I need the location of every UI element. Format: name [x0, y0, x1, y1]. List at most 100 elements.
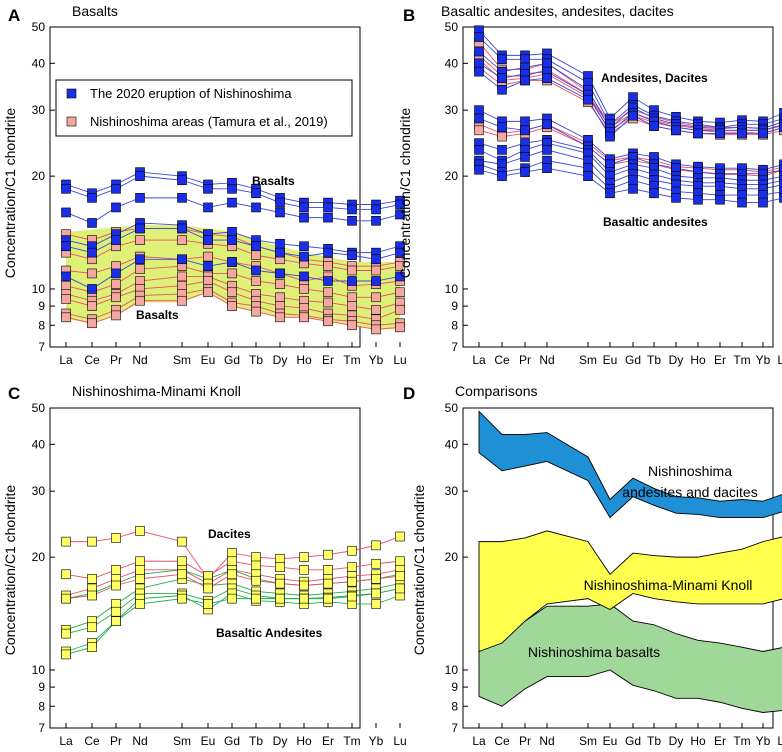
panel-d-label-andesites-line1: Nishinoshima	[648, 463, 732, 479]
panel-c-red-point-1-la	[61, 536, 71, 547]
ytick-label: 9	[451, 299, 458, 313]
xtick-label-la: La	[59, 734, 73, 748]
panel-b-2020-point-7-lu	[779, 164, 782, 175]
panel-c-red-point-4-sm	[177, 569, 187, 580]
panel-b-2020-point-12-nd	[542, 163, 552, 173]
panel-c-green-point-5-tb	[251, 593, 261, 604]
ytick-label: 8	[451, 699, 458, 713]
panel-a-tamura-point-8-ho	[299, 312, 309, 323]
ytick-label: 8	[38, 318, 45, 332]
xtick-label-tb: Tb	[647, 734, 661, 748]
xtick-label-sm: Sm	[173, 734, 191, 748]
xtick-label-la: La	[472, 353, 486, 367]
xtick-label-sm: Sm	[579, 353, 597, 367]
ytick-label: 10	[445, 663, 459, 677]
panel-a-2020-point-5-yb	[371, 254, 381, 265]
panel-a-2020-point-5-lu	[395, 247, 405, 258]
xtick-label-yb: Yb	[369, 353, 384, 367]
xtick-label-pr: Pr	[519, 734, 531, 748]
panel-a-2020-point-6-tb	[251, 265, 261, 276]
panel-c-red-point-2-yb	[371, 558, 381, 569]
panel-b-2020-point-5-nd	[542, 73, 552, 84]
panel-c-red-point-4-eu	[203, 583, 213, 594]
xtick-label-ho: Ho	[296, 353, 312, 367]
panel-a-tamura-point-4-ho	[299, 284, 309, 294]
legend-label-tamura: Nishinoshima areas (Tamura et al., 2019)	[90, 114, 328, 129]
panel-a-tamura-point-5-er	[323, 297, 333, 308]
ytick-label: 9	[38, 680, 45, 694]
panel-c-green-point-3-la	[61, 628, 71, 639]
panel-a-tamura-point-2-er	[323, 261, 333, 272]
panel-d-label-minami-knoll: Nishinoshima-Minami Knoll	[584, 577, 753, 593]
panel-d: D Comparisons Concentration/C1 chondrite…	[403, 383, 782, 748]
panel-b-2020-point-12-tb	[649, 188, 659, 199]
panel-a-tamura-point-3-ce	[87, 268, 97, 279]
panel-a-tamura-point-8-nd	[135, 295, 145, 306]
ytick-label: 9	[38, 299, 45, 313]
panel-a-2020-point-2-dy	[275, 197, 285, 208]
panel-b-2020-point-12-gd	[628, 184, 638, 194]
panel-c-red-point-1-dy	[275, 553, 285, 564]
panel-b-ylabel: Concentration/C1 chondrite	[397, 108, 413, 279]
ytick-label: 20	[445, 550, 459, 564]
panel-b-2020-point-12-yb	[758, 197, 768, 208]
xtick-label-nd: Nd	[132, 353, 147, 367]
panel-b-2020-point-9-la	[474, 145, 484, 155]
panel-a-tamura-point-8-er	[323, 316, 333, 327]
panel-c-green-point-5-gd	[227, 593, 237, 604]
panel-c-red-point-1-gd	[227, 548, 237, 558]
panel-a-2020-point-3-yb	[371, 216, 381, 226]
panel-b-2020-point-10-nd	[542, 145, 552, 155]
panel-a-2020-point-2-ho	[299, 202, 309, 213]
panel-b-2020-point-5-dy	[671, 125, 681, 136]
panel-a-tamura-point-6-ce	[87, 301, 97, 311]
panel-b-2020-point-5-tb	[649, 121, 659, 131]
panel-b-2020-point-4-ce	[497, 73, 507, 84]
panel-b-2020-point-12-er	[715, 194, 725, 205]
ytick-label: 40	[445, 56, 459, 70]
panel-c-green-point-5-la	[61, 649, 71, 660]
panel-c-green-point-5-tm	[347, 591, 357, 602]
ytick-label: 30	[32, 484, 46, 498]
panel-c-green-point-5-sm	[177, 593, 187, 604]
panel-a-tamura-point-2-lu	[395, 261, 405, 272]
panel-a-tamura-point-4-pr	[111, 279, 121, 289]
panel-b-2020-point-12-dy	[671, 193, 681, 203]
panel-b-2020-point-12-pr	[520, 167, 530, 177]
xtick-label-ho: Ho	[690, 734, 706, 748]
panel-b-2020-point-12-ce	[497, 171, 507, 181]
legend-label-2020: The 2020 eruption of Nishinoshima	[90, 86, 292, 101]
panel-a-2020-point-2-sm	[177, 175, 187, 186]
xtick-label-eu: Eu	[201, 734, 216, 748]
panel-a-2020-point-6-lu	[395, 271, 405, 282]
xtick-label-dy: Dy	[273, 734, 288, 748]
panel-a-2020-point-4-dy	[275, 238, 285, 249]
panel-a-tamura-point-8-sm	[177, 295, 187, 306]
panel-a-2020-point-3-tm	[347, 216, 357, 226]
panel-a-2020-point-6-pr	[111, 268, 121, 279]
panel-c-red-point-4-tm	[347, 576, 357, 587]
panel-a-2020-point-2-er	[323, 202, 333, 213]
xtick-label-lu: Lu	[777, 353, 782, 367]
panel-d-label-basalts: Nishinoshima basalts	[528, 644, 660, 660]
xtick-label-tm: Tm	[343, 734, 360, 748]
panel-letter-c: C	[8, 384, 20, 403]
panel-a-tamura-point-8-pr	[111, 310, 121, 321]
panel-a-2020-point-5-nd	[135, 223, 145, 234]
xtick-label-tm: Tm	[343, 353, 360, 367]
xtick-label-la: La	[472, 734, 486, 748]
panel-a-tamura-point-4-tm	[347, 292, 357, 303]
panel-b-2020-point-10-lu	[779, 179, 782, 190]
ytick-label: 50	[32, 401, 46, 415]
panel-c-red-point-2-er	[323, 565, 333, 575]
xtick-label-tm: Tm	[733, 734, 750, 748]
panel-a-2020-point-3-gd	[227, 197, 237, 208]
panel-a-2020-point-5-dy	[275, 247, 285, 258]
panel-b-2020-point-5-tm	[737, 128, 747, 139]
panel-b-2020-point-5-yb	[758, 128, 768, 139]
xtick-label-ce: Ce	[84, 734, 100, 748]
panel-d-field-andesites	[478, 410, 782, 519]
panel-c-red-point-4-yb	[371, 574, 381, 584]
xtick-label-pr: Pr	[519, 353, 531, 367]
panel-c-green-point-5-ho	[299, 593, 309, 604]
